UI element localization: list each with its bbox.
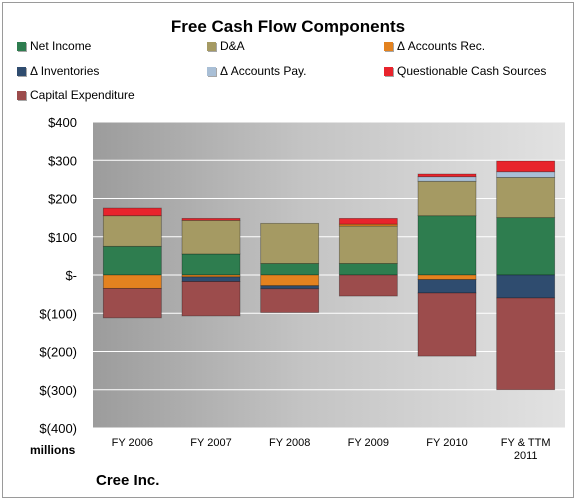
legend-label: Net Income <box>30 39 92 53</box>
bar-segment <box>181 217 241 221</box>
x-tick-label: FY 2009 <box>348 437 389 449</box>
bar-segment <box>417 176 477 182</box>
bar-segment <box>260 222 320 264</box>
bar-segment <box>417 279 477 294</box>
bar-segment <box>417 180 477 217</box>
x-tick-label: FY 2006 <box>112 437 153 449</box>
legend-label: Capital Expenditure <box>30 88 135 102</box>
bar-segment <box>260 285 320 290</box>
y-tick-label: $200 <box>48 192 77 207</box>
bar-segment <box>102 287 162 319</box>
bar-segment <box>496 217 556 276</box>
legend-swatch <box>384 41 393 51</box>
bar-segment <box>181 276 241 282</box>
x-tick-label: FY 2007 <box>190 437 231 449</box>
bar-segment <box>496 177 556 219</box>
bar-segment <box>338 263 398 276</box>
bar-segment <box>496 274 556 299</box>
y-axis-units: millions <box>30 443 76 457</box>
y-tick-label: $(200) <box>39 345 77 360</box>
legend-swatch <box>17 66 26 76</box>
y-tick-label: $(100) <box>39 306 77 321</box>
bar-segment <box>102 215 162 247</box>
legend-label: Δ Accounts Rec. <box>397 39 486 53</box>
legend-item-accounts-pay: Δ Accounts Pay. <box>207 64 307 78</box>
legend-item-capex: Capital Expenditure <box>17 88 135 102</box>
legend-label: Questionable Cash Sources <box>397 64 547 78</box>
legend-label: D&A <box>220 39 245 53</box>
bar-segment <box>102 245 162 276</box>
legend-swatch <box>17 90 26 100</box>
bar-segment <box>496 297 556 391</box>
y-tick-label: $300 <box>48 153 77 168</box>
bar-segment <box>496 171 556 178</box>
bar-segment <box>260 288 320 313</box>
bar-segment <box>260 263 320 276</box>
bar-segment <box>181 253 241 276</box>
bar-segment <box>417 274 477 280</box>
legend-swatch <box>207 66 216 76</box>
bar-segment <box>496 160 556 173</box>
bar-segment <box>181 281 241 317</box>
x-tick-label: FY & TTM 2011 <box>501 437 551 462</box>
y-tick-label: $(300) <box>39 383 77 398</box>
legend: Net Income D&A Δ Accounts Rec. Δ Invento… <box>3 3 573 113</box>
legend-item-da: D&A <box>207 39 245 53</box>
legend-item-accounts-rec: Δ Accounts Rec. <box>384 39 485 53</box>
x-tick-label: FY 2008 <box>269 437 310 449</box>
company-name: Cree Inc. <box>96 472 160 489</box>
chart-title: Free Cash Flow Components <box>170 17 406 36</box>
bar-segment <box>338 225 398 264</box>
legend-swatch <box>384 66 393 76</box>
bar-segment <box>417 215 477 276</box>
bar-segment <box>338 217 398 225</box>
legend-item-questionable: Questionable Cash Sources <box>384 64 546 78</box>
y-tick-label: $100 <box>48 230 77 245</box>
bar-segment <box>181 219 241 255</box>
legend-label: Δ Accounts Pay. <box>220 64 307 78</box>
bar-segment <box>102 274 162 289</box>
bar-segment <box>338 274 398 297</box>
legend-item-inventories: Δ Inventories <box>17 64 99 78</box>
legend-item-net-income: Net Income <box>17 39 91 53</box>
legend-swatch <box>207 41 216 51</box>
bar-segment <box>417 292 477 357</box>
bar-segment <box>417 173 477 178</box>
bar-segment <box>260 274 320 287</box>
bar-segment <box>102 207 162 217</box>
y-tick-label: $- <box>65 268 77 283</box>
legend-label: Δ Inventories <box>30 64 100 78</box>
legend-swatch <box>17 41 26 51</box>
y-tick-label: $(400) <box>39 421 77 436</box>
x-tick-label: FY 2010 <box>426 437 467 449</box>
y-tick-label: $400 <box>48 115 77 130</box>
